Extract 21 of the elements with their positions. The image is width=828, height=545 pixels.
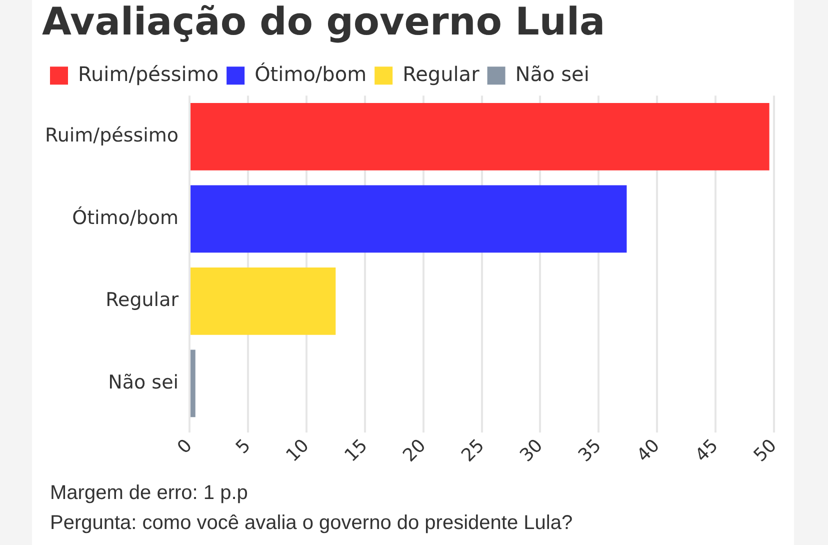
legend-label: Ótimo/bom (254, 62, 367, 86)
y-tick-label: Regular (106, 289, 179, 312)
x-tick-label: 20 (399, 435, 430, 466)
x-tick-label: 30 (516, 435, 548, 466)
x-tick-label: 45 (691, 435, 722, 466)
x-tick-label: 50 (750, 435, 781, 466)
x-tick-label: 0 (173, 435, 196, 458)
x-tick-label: 5 (232, 435, 255, 458)
x-tick-label: 40 (632, 435, 664, 466)
y-tick-label: Ótimo/bom (72, 206, 179, 229)
x-tick-label: 25 (458, 435, 489, 466)
x-tick-label: 35 (574, 435, 606, 466)
text: Pergunta: como você avalia o governo do presidente Lula? (50, 511, 573, 536)
chart-title: Avaliação do governo Lula (42, 0, 606, 44)
legend-label: Não sei (515, 62, 590, 86)
x-tick-label: 10 (282, 435, 314, 466)
y-tick-label: Não sei (108, 371, 179, 394)
x-tick-label: 15 (340, 435, 372, 466)
y-tick-label: Ruim/péssimo (44, 124, 179, 147)
legend-label: Regular (402, 62, 480, 86)
text: Margem de erro: 1 p.p (50, 481, 249, 506)
